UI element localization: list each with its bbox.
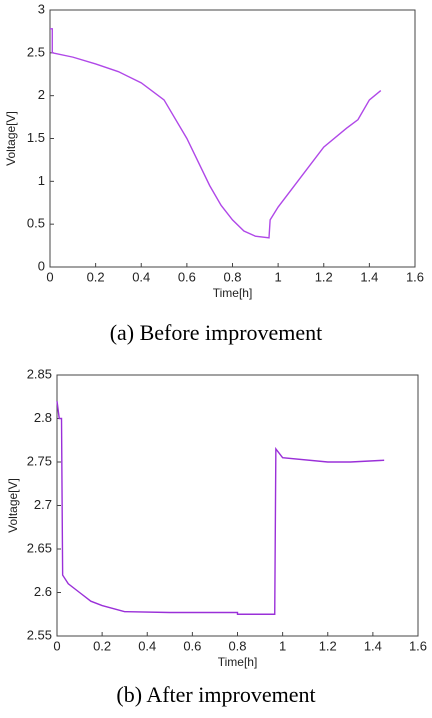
y-tick-label: 1.5 — [27, 130, 45, 145]
x-tick-label: 1.4 — [360, 269, 378, 284]
x-tick-label: 0.6 — [183, 638, 201, 653]
plot-frame — [56, 374, 419, 637]
y-tick-label: 0.5 — [27, 216, 45, 231]
x-tick-label: 1.2 — [319, 638, 337, 653]
y-tick-label: 0 — [38, 258, 45, 273]
x-tick-label: 0.6 — [178, 269, 196, 284]
y-axis-label: Voltage[V] — [4, 111, 18, 166]
y-tick-label: 2.6 — [34, 584, 52, 599]
x-tick-label: 0 — [53, 638, 60, 653]
x-axis-label: Time[h] — [213, 286, 253, 300]
caption: (a) Before improvement — [110, 320, 323, 345]
x-tick-label: 1 — [279, 638, 286, 653]
x-axis-label: Time[h] — [218, 655, 258, 669]
x-tick-label: 1 — [275, 269, 282, 284]
x-tick-label: 1.4 — [364, 638, 382, 653]
y-tick-label: 2 — [38, 87, 45, 102]
caption: (b) After improvement — [116, 682, 315, 707]
y-tick-label: 2.85 — [27, 366, 52, 381]
y-tick-label: 2.7 — [34, 497, 52, 512]
x-tick-label: 0.4 — [138, 638, 156, 653]
y-tick-label: 2.75 — [27, 453, 52, 468]
x-tick-label: 0.8 — [228, 638, 246, 653]
y-tick-label: 2.65 — [27, 540, 52, 555]
y-tick-label: 2.8 — [34, 410, 52, 425]
x-tick-label: 1.2 — [315, 269, 333, 284]
x-tick-label: 0.4 — [132, 269, 150, 284]
plot-frame — [49, 9, 416, 268]
y-tick-label: 2.55 — [27, 627, 52, 642]
x-tick-label: 0.8 — [223, 269, 241, 284]
x-tick-label: 0 — [46, 269, 53, 284]
x-tick-label: 1.6 — [406, 269, 424, 284]
y-axis-label: Voltage[V] — [6, 478, 20, 533]
y-tick-label: 1 — [38, 173, 45, 188]
x-tick-label: 1.6 — [409, 638, 427, 653]
y-tick-label: 2.5 — [27, 44, 45, 59]
data-line — [56, 401, 385, 615]
x-tick-label: 0.2 — [93, 638, 111, 653]
x-tick-label: 0.2 — [87, 269, 105, 284]
data-line — [50, 28, 382, 239]
y-tick-label: 3 — [38, 1, 45, 16]
